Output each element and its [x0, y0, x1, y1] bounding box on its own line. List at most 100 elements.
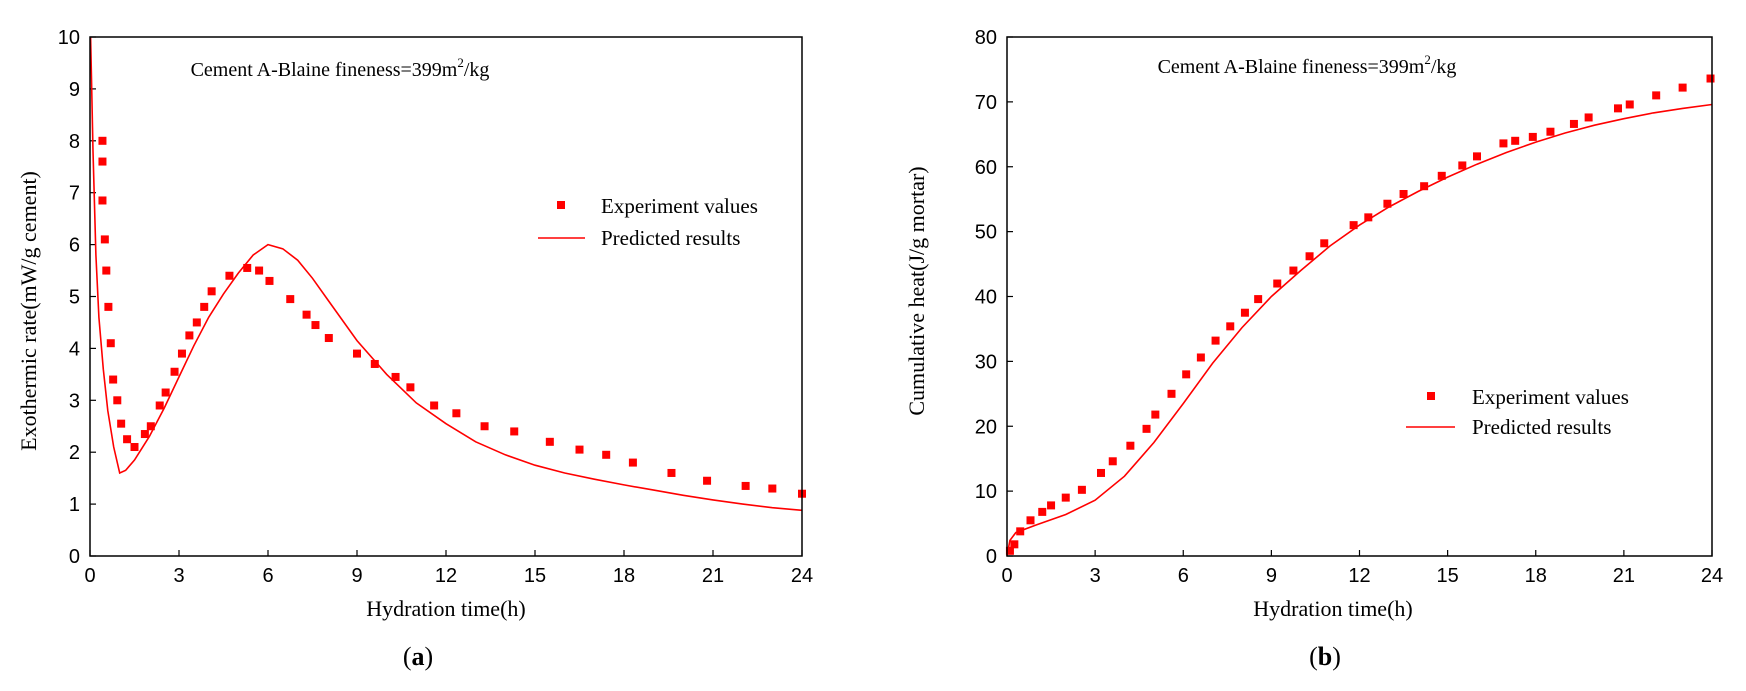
panel-b-experiment-point — [1126, 441, 1135, 450]
panel-b-experiment-point — [1026, 516, 1035, 525]
panel-a-experiment-point — [146, 422, 155, 431]
panel-b-y-axis-label: Cumulative heat(J/g mortar) — [904, 166, 929, 415]
panel-a-experiment-point — [480, 422, 489, 431]
panel-a-experiment-point — [545, 437, 554, 446]
panel-a-experiment-point — [510, 427, 519, 436]
panel-b-experiment-point — [1289, 266, 1298, 275]
panel-a-experiment-point — [117, 419, 126, 428]
panel-b-experiment-point — [1182, 370, 1191, 379]
panel-b-experiment-point — [1473, 152, 1481, 161]
panel-b-experiment-point — [1240, 308, 1249, 317]
panel-a-experiment-point — [185, 331, 194, 340]
panel-b-annotation: Cement A-Blaine fineness=399m2/kg — [1158, 52, 1457, 78]
panel-b-experiment-point — [1625, 100, 1634, 109]
panel-a-experiment-point — [155, 401, 164, 410]
panel-a-experiment-point — [100, 235, 109, 244]
panel-a-y-tick-label: 2 — [69, 442, 80, 464]
panel-a-legend-label-predicted: Predicted results — [601, 226, 740, 250]
panel-a-y-tick-label: 0 — [69, 546, 80, 568]
panel-b-x-tick-label: 18 — [1525, 565, 1547, 587]
panel-a-experiment-point — [324, 334, 333, 343]
panel-a-x-tick-label: 24 — [791, 565, 813, 587]
panel-b-y-tick-label: 10 — [975, 481, 997, 503]
panel-a-experiment-point — [140, 430, 149, 439]
panel-a-experiment-point — [192, 318, 201, 327]
panel-a-experiment-point — [200, 302, 209, 311]
panel-a-experiment-point — [98, 196, 107, 205]
panel-a-experiment-point — [452, 409, 461, 418]
panel-a-y-tick-label: 5 — [69, 287, 80, 309]
panel-a-x-tick-label: 12 — [435, 565, 457, 587]
panel-a-y-tick-label: 3 — [69, 390, 80, 412]
panel-b-experiment-point — [1528, 132, 1537, 141]
panel-a-experiment-point — [104, 302, 113, 311]
panel-b-experiment-point — [1349, 221, 1358, 230]
panel-a-experiment-point — [98, 136, 107, 145]
panel-b-experiment-point — [1142, 424, 1151, 433]
panel-a-x-tick-label: 6 — [262, 565, 273, 587]
panel-b-experiment-point — [1010, 540, 1019, 549]
panel-a-experiment-point — [106, 339, 115, 348]
panel-a-experiment-point — [255, 266, 264, 275]
panel-b-experiment-point — [1254, 295, 1263, 304]
panel-a-experiment-point — [123, 435, 132, 444]
panel-b-experiment-point — [1652, 91, 1661, 100]
panel-b-y-tick-label: 50 — [975, 222, 997, 244]
panel-a-experiment-point — [225, 271, 234, 280]
panel-a-predicted-line-group — [89, 36, 803, 512]
panel-b-experiment-point — [1383, 199, 1392, 208]
panel-a-x-tick-label: 18 — [613, 565, 635, 587]
panel-a-experiment-point — [161, 388, 170, 397]
panel-b-y-tick-label: 40 — [975, 287, 997, 309]
panel-a-plot-frame — [89, 36, 803, 557]
panel-a-experiment-point — [741, 481, 750, 490]
panel-b-experiment-point — [1569, 119, 1578, 128]
panel-a-experiment-point — [109, 375, 118, 384]
panel-a-experiment-point — [243, 263, 252, 272]
panel-b-experiment-point — [1458, 161, 1467, 170]
panel-a-annotation: Cement A-Blaine fineness=399m2/kg — [191, 55, 490, 81]
panel-b-experiment-point — [1511, 136, 1520, 145]
panel-b-experiment-point — [1420, 182, 1429, 191]
panel-b-experiment-point — [1678, 83, 1687, 92]
panel-b-x-tick-label: 15 — [1437, 565, 1459, 587]
panel-a-experiment-point — [265, 276, 274, 285]
panel-a-y-tick-label: 4 — [69, 338, 80, 360]
panel-b-experiment-point — [1584, 113, 1593, 122]
panel-b-plot-frame — [1006, 36, 1713, 557]
panel-a-experiment-point — [370, 359, 379, 368]
panel-b-experiment-point — [1226, 322, 1235, 331]
panel-b-experiment-point — [1706, 74, 1715, 83]
panel-a-legend-marker-experiment — [557, 201, 565, 209]
panel-a-caption: (a) — [403, 642, 433, 671]
panel-b-experiment-point — [1320, 239, 1329, 248]
panel-b-x-tick-label: 21 — [1613, 565, 1635, 587]
panel-a-experiment-points — [98, 136, 806, 498]
panel-b-experiment-point — [1364, 213, 1373, 222]
panel-a-experiment-point — [311, 321, 320, 330]
panel-a-y-axis-label: Exothermic rate(mW/g cement) — [16, 171, 41, 451]
panel-b-x-tick-label: 0 — [1001, 565, 1012, 587]
panel-a-x-tick-label: 15 — [524, 565, 546, 587]
panel-b-ticks: 0 3 6 9 12 15 18 21 24 0 10 20 30 40 50 60 70 80 — [975, 27, 1723, 587]
panel-b-experiment-point — [1038, 507, 1047, 516]
panel-b-experiment-point — [1273, 279, 1282, 288]
panel-a-y-tick-label: 6 — [69, 235, 80, 257]
panel-b-experiment-point — [1211, 336, 1220, 345]
panel-b-experiment-point — [1097, 468, 1105, 477]
panel-a-experiment-point — [703, 476, 712, 485]
panel-b: 0 3 6 9 12 15 18 21 24 0 10 20 30 40 50 60 70 80 Cement A… — [904, 27, 1723, 671]
panel-b-experiment-point — [1499, 139, 1508, 148]
panel-a-experiment-point — [430, 401, 439, 410]
panel-b-x-axis-label: Hydration time(h) — [1253, 596, 1412, 621]
panel-a-x-tick-label: 21 — [702, 565, 724, 587]
panel-b-predicted-line-group — [1006, 103, 1713, 557]
panel-a-x-tick-label: 9 — [351, 565, 362, 587]
panel-a-experiment-point — [628, 458, 637, 467]
panel-b-experiment-point — [1047, 501, 1056, 510]
panel-a-experiment-point — [177, 349, 186, 358]
panel-b-legend-label-predicted: Predicted results — [1472, 415, 1611, 439]
panel-b-experiment-point — [1077, 485, 1086, 494]
panel-a-y-tick-label: 7 — [69, 183, 80, 205]
